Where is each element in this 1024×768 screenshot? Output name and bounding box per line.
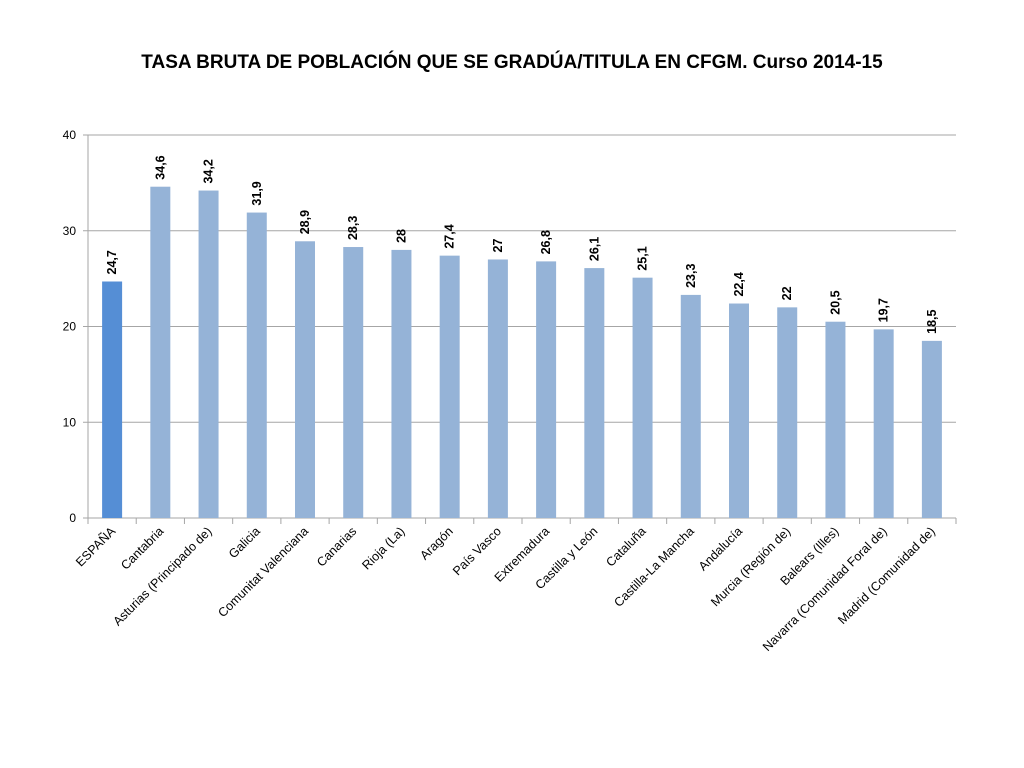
category-label-12: Castilla-La Mancha xyxy=(611,524,697,610)
category-label-0: ESPAÑA xyxy=(73,524,119,570)
data-labels: 24,7 34,6 34,2 31,9 28,9 28,3 28 27,4 27 26,8 26,1… xyxy=(105,155,939,334)
data-label-11: 25,1 xyxy=(636,246,650,270)
data-label-17: 18,5 xyxy=(925,309,939,333)
data-label-3: 31,9 xyxy=(250,181,264,205)
y-tick-label-4: 40 xyxy=(63,128,77,142)
bar-5 xyxy=(343,247,364,518)
category-label-11: Cataluña xyxy=(603,524,648,569)
category-label-17: Madrid (Comunidad de) xyxy=(835,524,938,627)
data-label-6: 28 xyxy=(394,229,408,243)
bar-8 xyxy=(487,259,508,518)
bar-16 xyxy=(873,329,894,518)
category-label-6: Rioja (La) xyxy=(359,524,407,572)
bar-17 xyxy=(921,340,942,518)
bar-13 xyxy=(729,303,749,518)
bar-4 xyxy=(295,241,315,518)
data-label-14: 22 xyxy=(780,286,794,300)
data-label-12: 23,3 xyxy=(684,264,698,288)
y-tick-label-3: 30 xyxy=(63,224,77,238)
chart-title: TASA BRUTA DE POBLACIÓN QUE SE GRADÚA/TI… xyxy=(141,52,883,73)
bar-3 xyxy=(246,212,267,518)
data-label-16: 19,7 xyxy=(877,298,891,322)
data-label-4: 28,9 xyxy=(298,210,312,234)
category-label-5: Canarias xyxy=(314,524,359,569)
category-label-13: Andalucía xyxy=(696,524,745,573)
gridlines xyxy=(87,134,957,524)
category-label-2: Asturias (Principado de) xyxy=(110,524,214,628)
bar-6 xyxy=(391,249,412,518)
category-label-14: Murcia (Región de) xyxy=(708,524,793,609)
bar-15 xyxy=(825,321,846,518)
category-label-3: Galicia xyxy=(226,524,263,561)
data-label-9: 26,8 xyxy=(539,230,553,254)
bar-9 xyxy=(536,261,557,518)
bar-0 xyxy=(102,281,123,518)
data-label-13: 22,4 xyxy=(732,272,746,296)
bars xyxy=(102,186,942,518)
bar-12 xyxy=(680,294,701,518)
data-label-15: 20,5 xyxy=(828,290,842,314)
y-tick-label-1: 10 xyxy=(63,415,77,429)
bar-2 xyxy=(198,190,219,518)
data-label-0: 24,7 xyxy=(105,250,119,274)
data-label-1: 34,6 xyxy=(153,155,167,179)
bar-11 xyxy=(632,277,653,518)
data-label-2: 34,2 xyxy=(202,159,216,183)
bar-14 xyxy=(777,307,798,518)
y-tick-label-0: 0 xyxy=(69,511,76,525)
bar-10 xyxy=(584,268,605,518)
data-label-10: 26,1 xyxy=(587,237,601,261)
category-label-7: Aragón xyxy=(417,524,455,562)
data-label-7: 27,4 xyxy=(443,224,457,248)
category-label-4: Comunitat Valenciana xyxy=(215,524,311,620)
bar-1 xyxy=(150,186,171,518)
data-label-8: 27 xyxy=(491,239,505,253)
y-axis-ticks: 0 10 20 30 40 xyxy=(63,128,88,525)
data-label-5: 28,3 xyxy=(346,216,360,240)
y-tick-label-2: 20 xyxy=(63,320,77,334)
bar-7 xyxy=(439,255,460,518)
category-label-1: Cantabria xyxy=(118,524,166,572)
